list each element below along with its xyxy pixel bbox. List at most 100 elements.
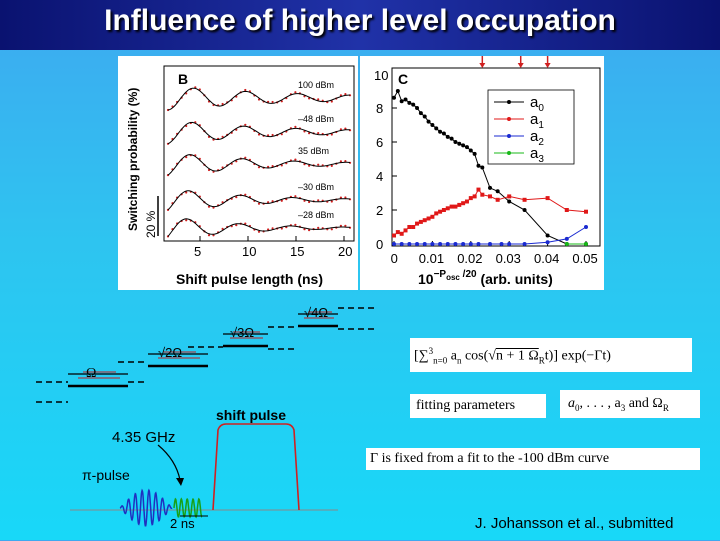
series-point-a0 — [392, 95, 396, 100]
panel-c-label: C — [398, 71, 408, 87]
panel-b-dot — [317, 226, 320, 229]
series-point-a1 — [507, 194, 512, 199]
series-point-a0 — [507, 199, 512, 204]
panel-b-dot — [244, 123, 247, 126]
panel-c-ytick-label: 0 — [376, 237, 383, 252]
series-point-a0 — [441, 131, 446, 136]
panel-b-dot — [339, 128, 342, 131]
series-point-a2 — [461, 242, 466, 246]
panel-c-xtick-label: 0 — [391, 251, 398, 266]
legend-marker — [507, 134, 511, 138]
series-point-a0 — [457, 141, 462, 146]
legend-entry: a2 — [530, 128, 544, 148]
series-point-a2 — [499, 242, 504, 246]
series-point-a0 — [445, 134, 450, 139]
gamma-note: Γ is fixed from a fit to the -100 dBm cu… — [370, 451, 610, 466]
panel-b-dot — [271, 227, 274, 230]
panel-b-dot — [344, 160, 347, 163]
panel-b-label: B — [178, 71, 188, 87]
series-point-a0 — [476, 163, 481, 168]
panel-b-dot — [257, 230, 261, 233]
series-point-a2 — [422, 242, 427, 246]
series-point-a1 — [472, 194, 477, 199]
series-point-a1 — [495, 197, 500, 202]
legend-marker — [507, 151, 511, 155]
panel-b-dot — [308, 164, 311, 167]
panel-b-dot — [280, 199, 283, 202]
series-point-a2 — [453, 242, 458, 246]
panel-b-dot — [185, 156, 188, 159]
series-point-a0 — [464, 145, 469, 150]
panel-c-xtick-label: 0.03 — [496, 251, 521, 266]
series-point-a1 — [438, 209, 443, 214]
panel-c-xtick-label: 0.05 — [572, 251, 597, 266]
series-point-a0 — [461, 143, 466, 148]
panel-c-xticks: 0 0.01 0.02 0.03 0.04 0.05 — [391, 241, 598, 266]
panel-b-dot — [330, 228, 333, 231]
panel-b-curve-label: –48 dBm — [298, 114, 334, 124]
citation: J. Johansson et al., submitted — [475, 515, 674, 532]
series-point-a1 — [480, 192, 485, 197]
panel-b-dot — [271, 100, 274, 104]
series-point-a1 — [434, 211, 439, 216]
series-point-a1 — [399, 231, 404, 236]
panel-c-marker-arrowhead — [517, 63, 524, 68]
panel-b-curve-labels: 100 dBm –48 dBm 35 dBm –30 dBm –28 dBm — [298, 80, 334, 220]
panel-b-dot — [317, 98, 320, 101]
shift-pulse-label: shift pulse — [216, 407, 286, 423]
series-point-a1 — [395, 230, 400, 235]
panel-b-dot — [221, 135, 224, 138]
panel-b-dot — [271, 133, 274, 137]
panel-c-arrows — [479, 56, 551, 68]
panel-b-curve-2 — [167, 154, 351, 176]
legend-entry: a1 — [530, 111, 544, 131]
level-dashes — [36, 307, 378, 403]
panel-b-dot — [267, 228, 270, 231]
series-point-a1 — [461, 201, 466, 206]
series-line-a2 — [394, 226, 587, 245]
series-point-a1 — [449, 204, 454, 209]
panel-b-dot — [207, 205, 211, 208]
panel-b-dot — [235, 196, 238, 199]
panel-b-dot — [308, 200, 311, 204]
series-point-a1 — [584, 209, 588, 214]
panel-b-dot — [235, 224, 238, 227]
series-point-a2 — [488, 242, 492, 246]
series-point-a1 — [564, 208, 569, 212]
fit-params-box: a0, . . . , a3 and ΩR — [560, 390, 700, 418]
series-point-a1 — [392, 233, 396, 238]
pi-pulse-wave — [119, 488, 173, 527]
panel-b-dot — [294, 91, 297, 94]
series-point-a2 — [399, 242, 404, 246]
series-point-a1 — [411, 225, 416, 229]
panel-c-marker-arrowhead — [544, 63, 551, 68]
panel-b-dot — [344, 224, 347, 227]
energy-levels — [68, 313, 338, 388]
panel-b-curve-label: 100 dBm — [298, 80, 334, 90]
series-point-a1 — [403, 228, 408, 233]
panel-b-dot — [280, 164, 283, 167]
panel-b-dot — [339, 160, 342, 163]
series-point-a1 — [522, 197, 527, 202]
panel-c-ytop: 10 — [374, 68, 388, 83]
panel-b-dot — [339, 196, 342, 199]
panel-c: 10 C 0 2 4 6 8 0 0.01 0.02 0.03 0.04 0.05 a0 a1 a2 a… — [360, 56, 604, 290]
panel-b-scalebar-label: 20 % — [144, 210, 158, 238]
level-pulse-panel: Ω √2Ω √3Ω √4Ω shift pulse 4.35 GHz π-pul… — [8, 292, 414, 536]
series-point-a0 — [411, 102, 416, 107]
series-point-a3 — [584, 242, 588, 246]
panel-b-plot: B Switching probability (%) 20 % 100 dBm… — [126, 65, 355, 287]
omega-label-1: Ω — [86, 366, 96, 381]
series-point-a0 — [415, 106, 420, 110]
shift-pulse-shape — [212, 423, 300, 511]
panel-b-dot — [244, 193, 247, 196]
panel-b-dot — [294, 125, 297, 128]
fit-label: fitting parameters — [416, 398, 516, 413]
frequency-label: 4.35 GHz — [112, 429, 175, 446]
pi-pulse-label: π-pulse — [82, 467, 130, 483]
panel-b-dot — [235, 160, 238, 163]
panel-b-curve-3 — [167, 190, 351, 211]
series-point-a2 — [584, 225, 588, 229]
series-point-a2 — [476, 242, 481, 246]
